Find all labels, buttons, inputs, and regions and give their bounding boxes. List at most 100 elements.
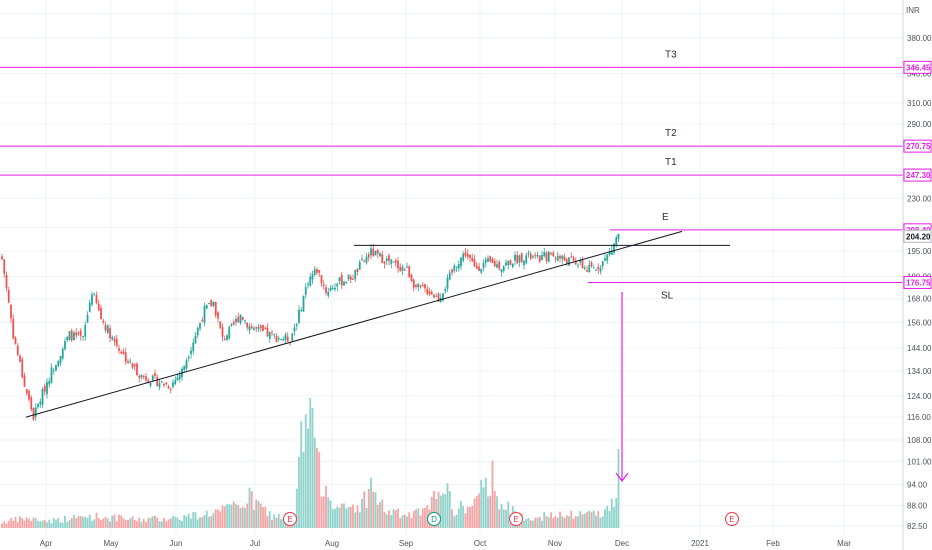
event-marker-e[interactable]: E [509, 512, 523, 526]
volume-bar-215 [484, 477, 487, 528]
volume-bar-241 [543, 512, 546, 528]
candle-body-130 [293, 327, 296, 332]
candle-body-108 [244, 320, 246, 322]
volume-bar-116 [262, 507, 264, 528]
candle-body-188 [424, 284, 426, 289]
volume-bar-273 [615, 497, 618, 528]
volume-bar-138 [311, 408, 314, 528]
candle-body-263 [592, 267, 595, 269]
candle-body-122 [275, 336, 278, 342]
candle-body-257 [579, 259, 582, 263]
volume-bar-98 [221, 505, 224, 528]
volume-bar-267 [601, 516, 604, 528]
candle-body-218 [491, 259, 494, 263]
time-tick-label: 2021 [691, 539, 709, 548]
volume-bar-13 [30, 520, 33, 528]
candle-body-194 [437, 293, 440, 302]
candle-body-76 [172, 382, 174, 387]
candle-body-268 [604, 258, 606, 261]
volume-bar-143 [322, 496, 325, 528]
volume-bar-40 [91, 520, 93, 528]
price-tick-label: 290.00 [907, 120, 932, 129]
candle-body-251 [565, 259, 568, 264]
event-marker-e[interactable]: E [725, 512, 739, 526]
candle-body-9 [21, 359, 24, 378]
candle-body-49 [111, 337, 114, 340]
candle-body-126 [284, 334, 287, 341]
volume-bar-4 [10, 517, 12, 528]
candle-body-129 [291, 333, 294, 341]
volume-bar-86 [194, 512, 197, 528]
candle-body-16 [37, 403, 39, 408]
candle-body-149 [336, 283, 339, 287]
price-tick-label: 144.00 [907, 344, 932, 353]
candle-body-160 [361, 258, 363, 260]
volume-bar-248 [559, 511, 561, 528]
candle-body-93 [210, 299, 213, 307]
candle-body-171 [385, 258, 388, 262]
volume-bar-80 [181, 521, 183, 528]
candle-body-181 [408, 266, 411, 278]
volume-bar-39 [88, 514, 91, 528]
candle-body-81 [183, 365, 186, 371]
candle-body-48 [109, 328, 111, 339]
volume-bar-35 [79, 516, 82, 528]
event-marker-e[interactable]: E [283, 512, 297, 526]
volume-bar-142 [320, 496, 323, 528]
support-trendline[interactable] [25, 230, 683, 418]
candle-body-259 [583, 267, 586, 269]
candle-body-266 [599, 268, 602, 272]
volume-bar-123 [277, 513, 280, 528]
price-tick-label: 108.00 [907, 436, 932, 445]
candle-body-89 [201, 319, 204, 322]
volume-bar-246 [554, 516, 557, 528]
volume-bar-0 [1, 523, 3, 528]
event-marker-letter: D [431, 515, 437, 524]
candle-body-256 [577, 265, 579, 267]
candle-body-252 [568, 257, 570, 266]
candle-body-134 [302, 296, 305, 312]
drawings[interactable]: T3 T2 T1 E SL [0, 49, 903, 482]
candle-body-248 [559, 256, 561, 259]
candle-body-4 [10, 304, 12, 319]
volume-bar-174 [392, 509, 395, 528]
event-marker-d[interactable]: D [427, 512, 441, 526]
candle-body-196 [442, 293, 444, 301]
volume-bar-259 [583, 513, 586, 528]
candle-body-59 [133, 364, 136, 367]
volume-bar-6 [14, 516, 17, 528]
volume-bar-251 [565, 515, 568, 528]
volume-bar-219 [493, 491, 496, 528]
price-tick-label: 310.00 [907, 99, 932, 108]
candle-body-169 [381, 254, 384, 263]
volume-bar-200 [451, 509, 453, 528]
candle-body-139 [313, 269, 316, 276]
price-tick-label: 134.00 [907, 367, 932, 376]
candle-body-152 [343, 281, 345, 286]
volume-bar-93 [210, 516, 213, 528]
time-tick-label: Nov [548, 539, 562, 548]
candle-body-77 [174, 380, 177, 385]
candle-body-242 [545, 252, 548, 261]
volume-bar-237 [534, 517, 537, 528]
candle-body-109 [246, 322, 249, 328]
candle-body-235 [529, 253, 532, 259]
volume-bar-109 [246, 503, 249, 528]
candle-body-115 [259, 325, 262, 328]
candlestick-series [1, 233, 620, 421]
volume-bar-198 [446, 483, 449, 528]
volume-bar-163 [367, 488, 370, 528]
candle-body-2 [5, 275, 8, 289]
time-axis[interactable]: Apr May Jun Jul Aug Sep Oct Nov Dec 2021 Feb Mar [40, 539, 851, 548]
time-tick-label: Sep [399, 539, 414, 548]
volume-bar-153 [345, 508, 348, 528]
candle-body-239 [538, 255, 541, 263]
candle-body-17 [39, 401, 42, 405]
candle-body-53 [120, 351, 123, 354]
volume-bar-107 [241, 506, 244, 528]
volume-bar-33 [75, 518, 78, 528]
volume-bar-67 [151, 516, 154, 528]
volume-bar-15 [34, 518, 37, 528]
